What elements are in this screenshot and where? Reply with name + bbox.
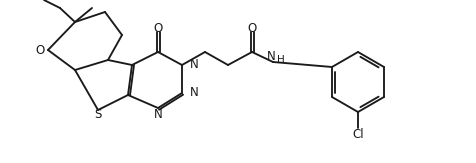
Text: S: S	[94, 109, 102, 121]
Text: N: N	[267, 51, 276, 64]
Text: N: N	[154, 108, 162, 120]
Text: N: N	[190, 59, 199, 72]
Text: O: O	[248, 22, 257, 35]
Text: O: O	[35, 44, 45, 57]
Text: O: O	[153, 22, 163, 35]
Text: H: H	[277, 55, 285, 65]
Text: N: N	[190, 87, 199, 99]
Text: Cl: Cl	[352, 127, 364, 141]
